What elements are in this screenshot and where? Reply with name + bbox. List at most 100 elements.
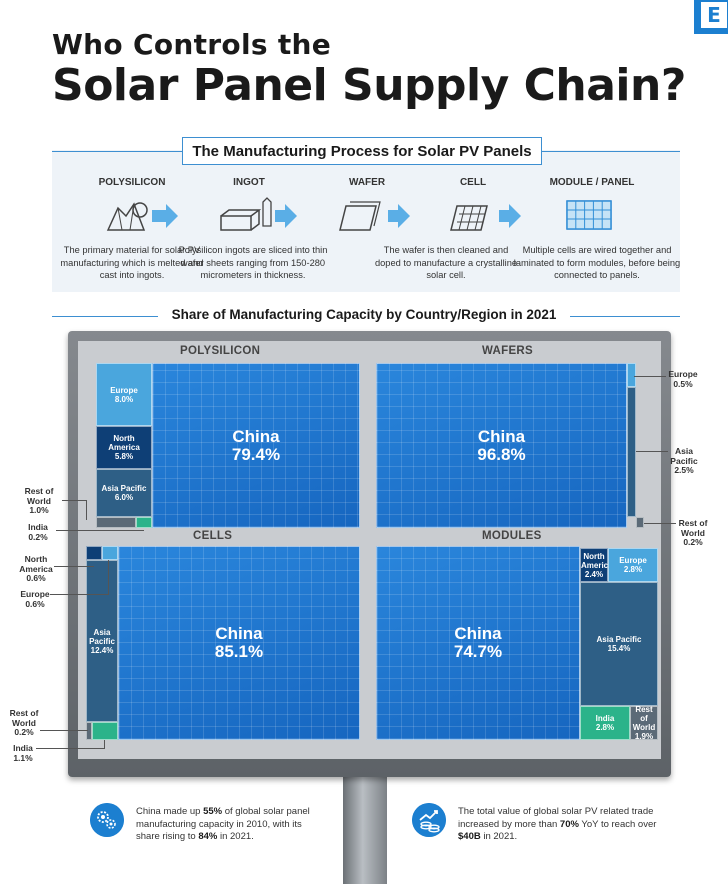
treemap-wafers-china: China 96.8% [376, 363, 627, 528]
text: of global solar panel manufacturing capa… [136, 806, 310, 842]
rect-label: Rest of World [632, 705, 656, 732]
callout-label: North America [19, 554, 53, 574]
china-label: China [477, 426, 526, 446]
panel-title-polysilicon: POLYSILICON [180, 345, 261, 357]
callout-wafers-europe: Europe 0.5% [666, 369, 700, 389]
rect-label: India [595, 714, 615, 723]
step-desc-polysilicon: The primary material for solar PV manufa… [60, 245, 204, 280]
callout-line [644, 523, 676, 524]
treemap-modules-rest-of-world: Rest of World 1.9% [630, 705, 658, 741]
divider [542, 151, 680, 152]
callout-polysilicon-india: India 0.2% [18, 522, 58, 542]
callout-line [54, 566, 94, 567]
rect-label: Asia Pacific [89, 627, 115, 646]
china-label: China [454, 624, 502, 643]
divider [570, 316, 680, 317]
rect-value: 2.8% [623, 565, 643, 574]
callout-line [56, 530, 144, 531]
china-value: 74.7% [453, 642, 503, 661]
panel-title-wafers: WAFERS [482, 345, 533, 357]
treemap-cells-north-america [86, 546, 102, 560]
callout-line [636, 451, 668, 452]
rect-value: 5.8% [114, 452, 134, 461]
callout-line [108, 560, 109, 595]
title-line-1: Who Controls the [52, 28, 332, 61]
module-panel-icon [566, 200, 612, 230]
callout-label: Asia Pacific [670, 446, 698, 466]
callout-value: 2.5% [674, 465, 694, 475]
rect-value: 2.8% [595, 723, 615, 732]
rect-value: 2.4% [584, 569, 604, 579]
callout-line [104, 740, 105, 749]
highlight: 70% [559, 818, 579, 830]
rect-label: Europe [619, 556, 647, 565]
step-label-cell: CELL [459, 177, 487, 188]
step-label-module: MODULE / PANEL [549, 177, 635, 188]
callout-value: 0.2% [683, 537, 703, 547]
text: The total value of global solar PV relat… [458, 806, 654, 830]
treemap-wafers-rest-of-world [636, 517, 644, 528]
text: China made up [136, 806, 204, 817]
callout-cells-europe: Europe 0.6% [16, 589, 54, 609]
gears-icon [90, 803, 124, 837]
callout-line [634, 376, 666, 377]
polysilicon-icon [106, 202, 178, 231]
highlight: 84% [198, 831, 218, 842]
treemap-polysilicon-asia-pacific: Asia Pacific 6.0% [96, 469, 152, 517]
rect-value: 15.4% [607, 644, 631, 653]
callout-label: India [28, 522, 48, 532]
footer-left-text: China made up 55% of global solar panel … [136, 806, 326, 844]
footer-right-text: The total value of global solar PV relat… [458, 806, 658, 844]
treemap-cells-india [92, 722, 118, 740]
callout-value: 0.2% [28, 531, 48, 542]
callout-wafers-asia-pacific: Asia Pacific 2.5% [668, 446, 700, 476]
callout-value: 1.1% [13, 752, 33, 763]
rect-value: 12.4% [90, 645, 114, 655]
growth-coins-icon [412, 803, 446, 837]
callout-line [86, 500, 87, 520]
treemap-cells-rest-of-world [86, 722, 92, 740]
highlight: $40B [458, 831, 481, 842]
rect-label: Europe [110, 385, 138, 395]
callout-polysilicon-rest-of-world: Rest of World 1.0% [14, 486, 64, 516]
panel-title-cells: CELLS [193, 530, 233, 542]
step-label-polysilicon: POLYSILICON [98, 177, 166, 188]
rect-label: Asia Pacific [596, 635, 642, 644]
callout-value: 1.0% [29, 505, 49, 515]
ingot-icon [220, 197, 297, 231]
treemap-polysilicon-india [136, 517, 152, 528]
treemap-modules-india: India 2.8% [580, 706, 630, 740]
callout-wafers-rest-of-world: Rest of World 0.2% [676, 518, 710, 548]
callout-line [36, 748, 104, 749]
wafer-icon [339, 201, 410, 231]
text: in 2021. [480, 831, 518, 842]
cell-icon [450, 204, 521, 231]
treemap-modules-china: China 74.7% [376, 546, 580, 740]
treemap-wafers-asia-pacific [627, 387, 636, 517]
callout-label: Rest of World [678, 518, 708, 538]
china-value: 85.1% [214, 642, 264, 661]
rect-label: North America [581, 551, 613, 570]
callout-label: Rest of World [9, 708, 39, 728]
callout-label: Rest of World [24, 486, 54, 506]
callout-line [40, 730, 88, 731]
rect-label: North America [108, 434, 140, 452]
callout-label: India [13, 743, 33, 753]
rect-value: 1.9% [634, 732, 654, 741]
treemap-modules-europe: Europe 2.8% [608, 548, 658, 582]
china-label: China [232, 426, 280, 446]
callout-line [62, 500, 86, 501]
callout-value: 0.6% [25, 598, 45, 609]
rect-value: 6.0% [114, 493, 134, 502]
callout-cells-north-america: North America 0.6% [16, 554, 56, 584]
treemap-polysilicon-rest-of-world [96, 517, 136, 528]
step-desc-wafer-cell: The wafer is then cleaned and doped to m… [374, 245, 518, 280]
china-label: China [215, 624, 263, 643]
callout-label: Europe [668, 369, 698, 379]
callout-line [50, 594, 108, 595]
treemap-polysilicon-north-america: North America 5.8% [96, 426, 152, 469]
callout-cells-rest-of-world: Rest of World 0.2% [6, 708, 42, 738]
treemap-wafers-europe [627, 363, 636, 387]
treemap-modules-asia-pacific: Asia Pacific 15.4% [580, 582, 658, 706]
rect-value: 8.0% [114, 394, 134, 404]
